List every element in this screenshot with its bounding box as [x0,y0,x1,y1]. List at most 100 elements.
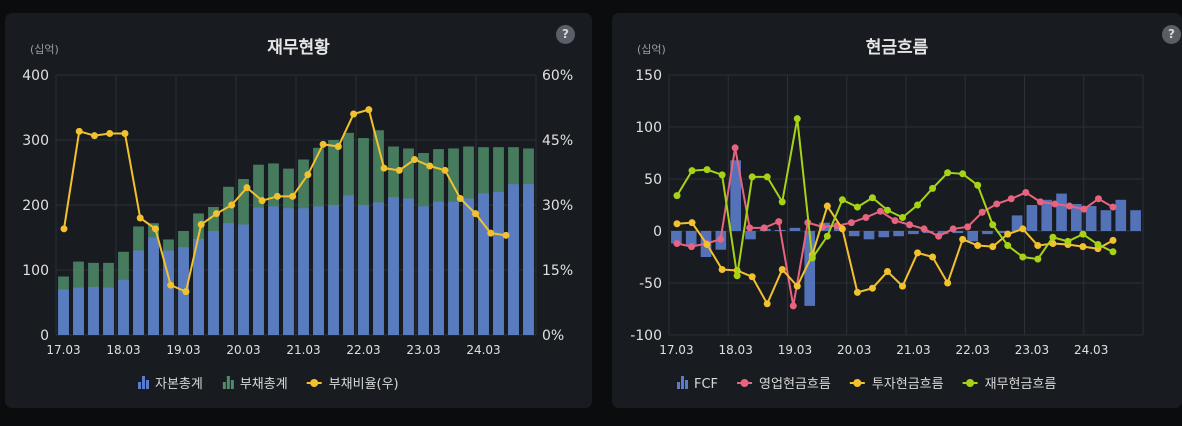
x-axis-tick-label: 17.03 [659,343,693,357]
x-axis-tick-label: 17.03 [46,343,80,357]
point-debt-ratio [136,214,144,222]
bar-fcf [1100,210,1112,231]
x-axis-tick-label: 19.03 [166,343,200,357]
point-financing-cash-flow [944,169,952,177]
point-financing-cash-flow [989,221,997,229]
bar-total-equity [73,287,84,335]
bar-total-equity [298,208,309,335]
y2-axis-tick-label: 0% [542,328,564,344]
point-financing-cash-flow [688,167,696,175]
bar-total-equity [523,184,534,335]
x-axis-tick-label: 24.03 [1074,343,1108,357]
bar-total-equity [433,201,444,335]
x-axis-tick-label: 21.03 [286,343,320,357]
point-financing-cash-flow [1049,233,1057,241]
point-financing-cash-flow [778,198,786,206]
point-investing-cash-flow [959,235,967,243]
point-financing-cash-flow [853,203,861,211]
point-debt-ratio [456,195,464,202]
point-debt-ratio [167,281,175,289]
help-icon[interactable]: ? [1162,25,1181,44]
x-axis-tick-label: 18.03 [106,343,140,357]
point-debt-ratio [197,221,205,228]
point-debt-ratio [60,225,68,233]
y2-axis-tick-label: 30% [542,198,573,214]
point-operating-cash-flow [1094,195,1102,203]
point-operating-cash-flow [1022,189,1030,197]
point-financing-cash-flow [868,194,876,202]
point-operating-cash-flow [949,225,957,233]
bar-total-equity [133,250,144,335]
point-debt-ratio [121,130,129,137]
point-operating-cash-flow [876,207,884,215]
point-financing-cash-flow [1004,242,1012,250]
point-debt-ratio [426,162,434,170]
bar-total-equity [88,286,99,335]
point-investing-cash-flow [989,243,997,251]
bar-total-equity [388,197,399,335]
legend-marker-icon [966,379,975,387]
point-financing-cash-flow [929,184,937,192]
legend-label: FCF [694,377,718,392]
bar-total-equity [148,237,159,335]
point-debt-ratio [273,192,281,200]
bar-total-equity [343,195,354,335]
point-financing-cash-flow [1079,230,1087,238]
bar-total-equity [358,205,369,335]
bar-fcf [967,231,978,242]
bar-fcf [982,231,993,235]
point-financing-cash-flow [838,196,846,204]
bar-fcf [952,231,964,234]
legend-label: 부채총계 [240,377,288,392]
point-investing-cash-flow [838,225,846,233]
point-operating-cash-flow [1051,200,1059,208]
bar-total-equity [238,224,249,335]
series-line-financing-cash-flow [676,118,1114,276]
point-investing-cash-flow [914,249,922,257]
point-operating-cash-flow [775,218,783,226]
point-operating-cash-flow [891,217,899,225]
bar-total-equity [478,193,489,335]
y-axis-unit: (십억) [30,43,59,56]
bar-fcf [1026,205,1038,231]
financial-status-chart: (십억) 0 100 200 300 400 0% 15% 30% 45% 60% 17.03 18.0… [22,43,573,392]
point-investing-cash-flow [703,241,711,249]
point-debt-ratio [228,201,236,209]
bar-fcf [908,231,919,235]
point-debt-ratio [365,106,373,114]
y-axis-tick-label: 400 [22,68,49,84]
point-financing-cash-flow [763,173,771,181]
point-operating-cash-flow [731,144,739,152]
point-financing-cash-flow [1109,248,1117,256]
legend-label: 영업현금흐름 [759,377,831,392]
bar-fcf [996,231,1008,234]
point-operating-cash-flow [1065,202,1073,210]
bar-fcf [1071,203,1082,231]
legend-bar-icon [685,380,688,389]
help-icon[interactable]: ? [556,25,575,44]
bar-fcf [789,227,801,231]
legend-label: 투자현금흐름 [872,377,944,392]
point-financing-cash-flow [899,213,907,221]
point-investing-cash-flow [718,265,726,273]
bar-total-equity [118,279,129,335]
point-financing-cash-flow [1034,255,1042,263]
cash-flow-panel: 현금흐름 ? (십억) 150 100 50 0 -50 -100 17.03 18.03 19.… [612,13,1182,408]
point-investing-cash-flow [929,253,937,261]
point-debt-ratio [380,164,388,172]
point-operating-cash-flow [746,224,754,232]
point-investing-cash-flow [944,279,952,287]
chart-title: 재무현황 [267,38,330,58]
x-axis-tick-label: 20.03 [226,343,260,357]
point-investing-cash-flow [793,282,801,290]
x-axis-tick-label: 24.03 [466,343,500,357]
bar-fcf [878,231,890,238]
legend-bar-icon [677,382,680,389]
point-operating-cash-flow [993,200,1001,208]
point-operating-cash-flow [789,302,797,310]
point-investing-cash-flow [778,265,786,273]
legend-marker-icon [853,379,862,387]
point-debt-ratio [472,210,480,218]
point-investing-cash-flow [748,273,756,281]
point-financing-cash-flow [974,181,982,189]
